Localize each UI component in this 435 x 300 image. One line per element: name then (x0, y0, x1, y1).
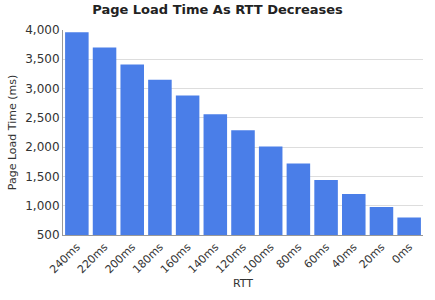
svg-text:Page Load Time As RTT Decrease: Page Load Time As RTT Decreases (92, 2, 343, 17)
svg-text:3,000: 3,000 (25, 82, 59, 96)
svg-text:140ms: 140ms (186, 240, 222, 276)
svg-text:2,000: 2,000 (25, 140, 59, 154)
svg-text:RTT: RTT (233, 277, 253, 290)
svg-text:200ms: 200ms (103, 240, 139, 276)
svg-text:40ms: 40ms (329, 240, 360, 271)
svg-text:2,500: 2,500 (25, 111, 59, 125)
svg-text:20ms: 20ms (357, 240, 388, 271)
svg-text:100ms: 100ms (241, 240, 277, 276)
svg-text:120ms: 120ms (213, 240, 249, 276)
svg-text:160ms: 160ms (158, 240, 194, 276)
svg-text:240ms: 240ms (47, 240, 83, 276)
svg-text:4,000: 4,000 (25, 23, 59, 37)
svg-text:1,500: 1,500 (25, 170, 59, 184)
svg-text:0ms: 0ms (389, 240, 415, 266)
svg-text:180ms: 180ms (130, 240, 166, 276)
svg-text:3,500: 3,500 (25, 52, 59, 66)
svg-text:1,000: 1,000 (25, 199, 59, 213)
svg-text:220ms: 220ms (75, 240, 111, 276)
svg-text:Page Load Time (ms): Page Load Time (ms) (6, 75, 19, 190)
svg-text:500: 500 (37, 228, 60, 242)
svg-text:80ms: 80ms (274, 240, 305, 271)
svg-text:60ms: 60ms (301, 240, 332, 271)
